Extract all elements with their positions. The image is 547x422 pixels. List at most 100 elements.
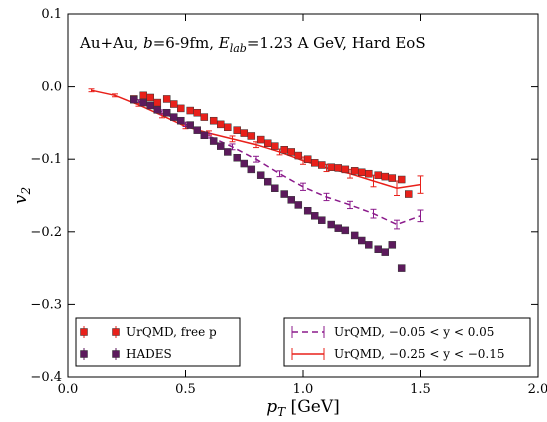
data-point (311, 212, 319, 220)
data-point (139, 91, 147, 100)
data-point (365, 241, 373, 249)
data-point (280, 190, 288, 198)
data-point (170, 100, 178, 108)
data-point (358, 236, 366, 245)
data-point (240, 159, 248, 168)
data-point (397, 264, 406, 272)
x-tick-label: 1.5 (410, 382, 431, 397)
x-tick-label: 0.5 (175, 382, 196, 397)
data-point (334, 224, 342, 232)
data-point (247, 132, 256, 140)
data-point (287, 148, 295, 156)
data-point (193, 108, 201, 117)
data-point (186, 106, 194, 115)
data-point (130, 95, 138, 104)
data-point (177, 104, 185, 113)
data-point (303, 206, 312, 215)
data-point (162, 108, 171, 117)
series-layer (88, 88, 424, 272)
data-point (146, 101, 154, 110)
data-point (287, 196, 295, 204)
legend-frame (283, 317, 531, 367)
y-tick-label: 0.0 (41, 80, 62, 95)
y-tick-label: −0.2 (30, 225, 62, 240)
data-point (365, 169, 373, 178)
legend-marker-swatch (80, 350, 88, 358)
series-2 (130, 91, 413, 198)
data-point (388, 174, 397, 182)
legend-marker-swatch (112, 350, 120, 358)
data-point (381, 172, 389, 181)
data-point (264, 177, 272, 186)
data-point (217, 142, 225, 150)
data-point (303, 155, 312, 163)
legend-label: UrQMD, free p (126, 325, 217, 339)
axis-ticks: 0.0 0.5 1.0 1.5 2.0 −0.4 −0.3 −0.2 −0.1 0.0 0.1 (30, 7, 547, 397)
data-point (374, 245, 382, 253)
data-point (247, 165, 256, 174)
y-axis-label: v2 (11, 187, 33, 204)
legends: UrQMD, free p HADES UrQMD, −0.05 < y < 0.0… (75, 317, 531, 367)
data-point (271, 184, 279, 192)
data-point (170, 113, 178, 121)
legend-bottom-right: UrQMD, −0.05 < y < 0.05 UrQMD, −0.25 < y … (283, 317, 531, 367)
legend-frame (75, 317, 241, 367)
data-point (271, 142, 279, 150)
data-point (186, 121, 194, 129)
legend-label: UrQMD, −0.05 < y < 0.05 (334, 325, 494, 339)
data-point (341, 226, 350, 235)
y-tick-label: −0.3 (30, 297, 62, 312)
data-point (256, 171, 265, 179)
data-point (280, 146, 288, 154)
chart-annotation: Au+Au, b=6-9fm, Elab=1.23 A GeV, Hard Eo… (79, 34, 426, 55)
data-point (381, 248, 389, 256)
data-point (341, 165, 350, 174)
data-point (209, 137, 218, 145)
y-tick-label: −0.1 (30, 152, 62, 167)
y-tick-label: 0.1 (41, 7, 62, 22)
data-point (350, 231, 359, 240)
data-point (318, 161, 326, 169)
data-point (200, 131, 209, 139)
data-point (153, 98, 162, 107)
x-tick-label: 0.0 (58, 382, 79, 397)
legend-marker-swatch (112, 328, 120, 336)
data-point (224, 148, 232, 156)
data-point (397, 175, 406, 184)
legend-label: HADES (126, 347, 172, 361)
legend-label: UrQMD, −0.25 < y < −0.15 (334, 347, 505, 361)
data-point (264, 139, 272, 147)
data-point (327, 220, 335, 229)
data-point (177, 116, 185, 125)
data-point (256, 135, 265, 144)
data-point (294, 151, 303, 160)
data-point (162, 95, 171, 103)
data-point (350, 167, 359, 175)
data-point (193, 126, 201, 134)
data-point (240, 129, 248, 137)
series-3 (130, 95, 406, 272)
data-point (327, 163, 335, 171)
data-point (294, 201, 303, 209)
data-point (405, 190, 413, 198)
data-point (388, 241, 397, 249)
x-axis-label: pT [GeV] (266, 397, 340, 419)
data-point (209, 116, 218, 125)
legend-marker-swatch (80, 328, 88, 336)
data-point (146, 93, 154, 102)
data-point (200, 113, 209, 121)
data-point (217, 120, 225, 129)
data-point (233, 153, 241, 162)
y-tick-label: −0.4 (30, 370, 62, 385)
data-point (139, 98, 147, 107)
data-point (224, 123, 232, 132)
data-point (233, 126, 241, 134)
data-point (153, 106, 162, 114)
data-point (374, 171, 382, 179)
data-point (311, 159, 319, 167)
data-point (334, 164, 342, 172)
data-point (318, 216, 326, 224)
legend-bottom-left: UrQMD, free p HADES (75, 317, 241, 367)
data-point (358, 168, 366, 177)
